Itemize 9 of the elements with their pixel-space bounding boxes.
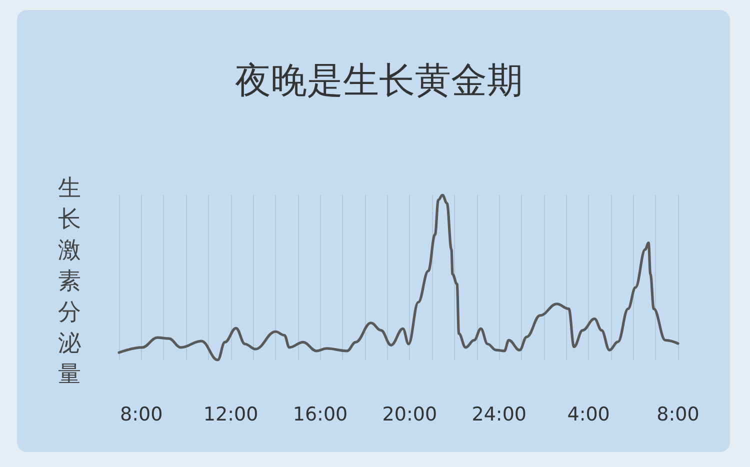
- chart-title: 夜晚是生长黄金期: [235, 60, 523, 102]
- x-tick-label: 8:00: [120, 404, 163, 426]
- x-tick-label: 12:00: [203, 404, 258, 426]
- x-tick-label: 16:00: [292, 404, 348, 426]
- y-axis-title: 生长激素分泌量: [58, 176, 81, 388]
- x-tick-label: 20:00: [382, 404, 438, 426]
- x-tick-label: 24:00: [472, 404, 527, 426]
- x-tick-label: 8:00: [656, 404, 700, 426]
- x-tick-label: 4:00: [567, 404, 610, 426]
